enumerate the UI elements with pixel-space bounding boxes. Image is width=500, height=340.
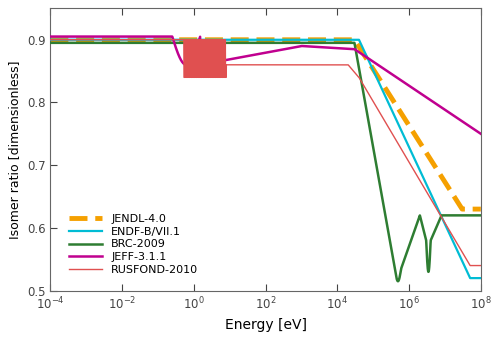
JENDL-4.0	[328, 38, 334, 42]
BRC-2009	[402, 257, 407, 261]
JEFF-3.1.1	[328, 46, 334, 50]
Line: JEFF-3.1.1: JEFF-3.1.1	[50, 37, 481, 134]
JENDL-4.0	[402, 116, 407, 120]
BRC-2009	[306, 41, 312, 45]
JEFF-3.1.1	[126, 35, 132, 39]
JEFF-3.1.1	[368, 58, 374, 63]
RUSFOND-2010	[306, 63, 312, 67]
ENDF-B/VII.1	[306, 38, 312, 42]
JENDL-4.0	[48, 38, 54, 42]
RUSFOND-2010	[328, 63, 334, 67]
ENDF-B/VII.1	[328, 38, 334, 42]
RUSFOND-2010	[402, 152, 407, 156]
ENDF-B/VII.1	[402, 135, 407, 139]
BRC-2009	[48, 41, 54, 45]
JEFF-3.1.1	[402, 81, 407, 85]
JENDL-4.0	[126, 38, 132, 42]
BRC-2009	[328, 41, 334, 45]
RUSFOND-2010	[48, 38, 54, 42]
X-axis label: Energy [eV]: Energy [eV]	[224, 318, 306, 332]
RUSFOND-2010	[212, 38, 218, 42]
JEFF-3.1.1	[306, 44, 312, 48]
ENDF-B/VII.1	[467, 276, 473, 280]
ENDF-B/VII.1	[478, 276, 484, 280]
BRC-2009	[212, 41, 218, 45]
BRC-2009	[395, 279, 401, 283]
JENDL-4.0	[478, 207, 484, 211]
Line: RUSFOND-2010: RUSFOND-2010	[50, 40, 481, 266]
BRC-2009	[126, 41, 132, 45]
JENDL-4.0	[368, 65, 374, 69]
RUSFOND-2010	[126, 38, 132, 42]
JENDL-4.0	[459, 207, 465, 211]
Line: JENDL-4.0: JENDL-4.0	[50, 40, 481, 209]
JEFF-3.1.1	[478, 132, 484, 136]
Line: BRC-2009: BRC-2009	[50, 43, 481, 281]
JEFF-3.1.1	[48, 35, 54, 39]
JENDL-4.0	[212, 38, 218, 42]
ENDF-B/VII.1	[368, 65, 374, 69]
RUSFOND-2010	[478, 264, 484, 268]
RUSFOND-2010	[467, 264, 473, 268]
ENDF-B/VII.1	[212, 38, 218, 42]
BRC-2009	[368, 136, 374, 140]
Y-axis label: Isomer ratio [dimensionless]: Isomer ratio [dimensionless]	[8, 60, 22, 239]
RUSFOND-2010	[368, 97, 374, 101]
JENDL-4.0	[306, 38, 312, 42]
ENDF-B/VII.1	[126, 38, 132, 42]
JEFF-3.1.1	[212, 60, 218, 64]
BRC-2009	[478, 213, 484, 217]
Line: ENDF-B/VII.1: ENDF-B/VII.1	[50, 40, 481, 278]
ENDF-B/VII.1	[48, 38, 54, 42]
Legend: JENDL-4.0, ENDF-B/VII.1, BRC-2009, JEFF-3.1.1, RUSFOND-2010: JENDL-4.0, ENDF-B/VII.1, BRC-2009, JEFF-…	[64, 209, 203, 279]
